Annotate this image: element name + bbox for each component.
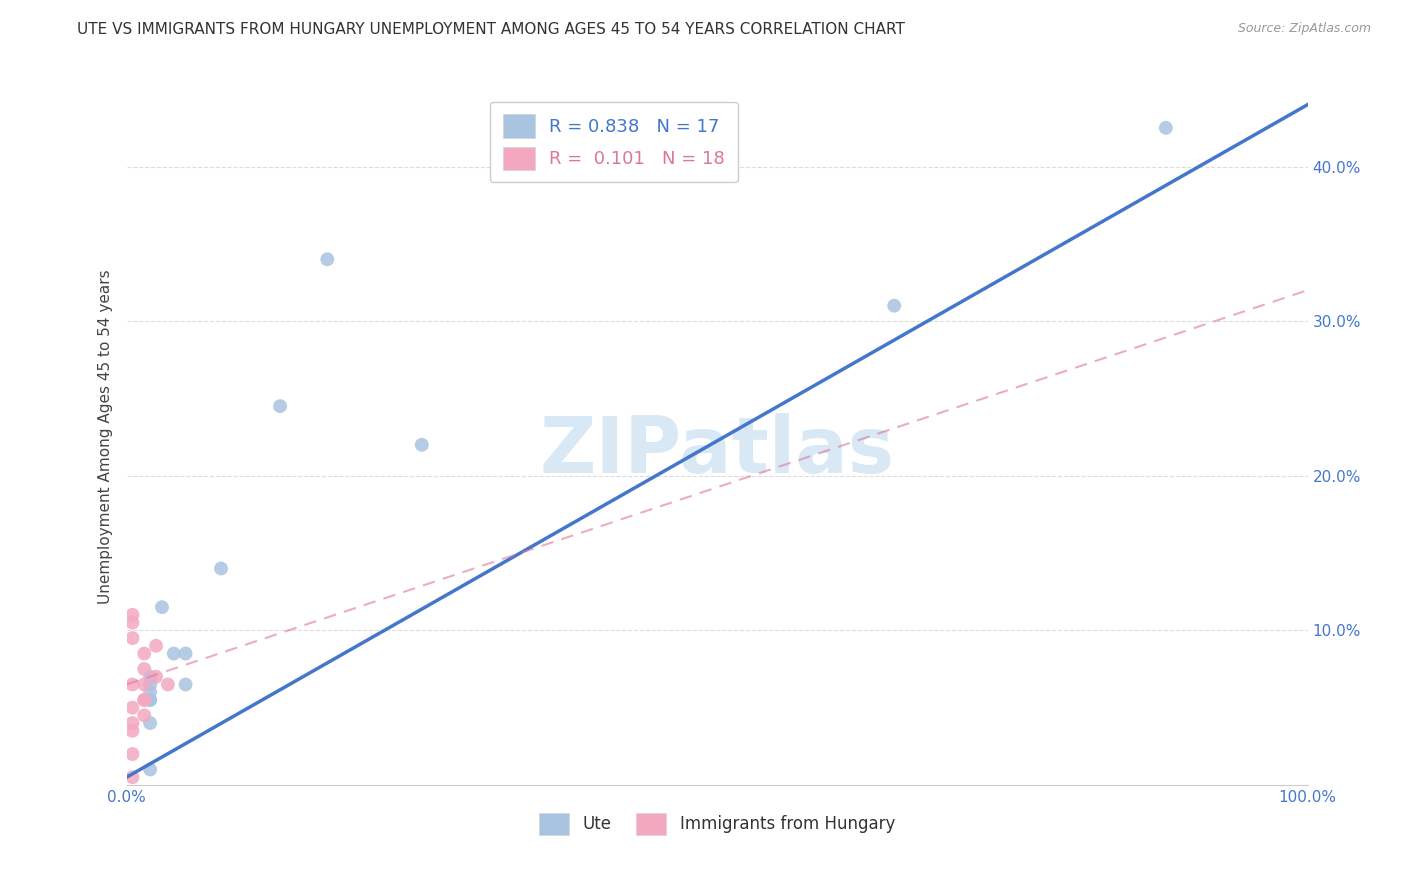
Point bbox=[121, 677, 143, 691]
Point bbox=[134, 693, 156, 707]
Point bbox=[134, 677, 156, 691]
Legend: Ute, Immigrants from Hungary: Ute, Immigrants from Hungary bbox=[527, 801, 907, 847]
Text: UTE VS IMMIGRANTS FROM HUNGARY UNEMPLOYMENT AMONG AGES 45 TO 54 YEARS CORRELATIO: UTE VS IMMIGRANTS FROM HUNGARY UNEMPLOYM… bbox=[77, 22, 905, 37]
Point bbox=[139, 685, 162, 699]
Point bbox=[121, 631, 143, 645]
Point bbox=[139, 763, 162, 777]
Point bbox=[121, 700, 143, 714]
Point bbox=[121, 770, 143, 784]
Point bbox=[163, 647, 186, 661]
Point bbox=[411, 438, 433, 452]
Point bbox=[134, 693, 156, 707]
Point bbox=[121, 607, 143, 622]
Point bbox=[134, 708, 156, 723]
Point bbox=[209, 561, 232, 575]
Y-axis label: Unemployment Among Ages 45 to 54 years: Unemployment Among Ages 45 to 54 years bbox=[97, 269, 112, 605]
Point bbox=[139, 670, 162, 684]
Point bbox=[139, 677, 162, 691]
Point bbox=[316, 252, 339, 267]
Point bbox=[1154, 120, 1177, 135]
Point bbox=[150, 600, 173, 615]
Point bbox=[145, 670, 167, 684]
Point bbox=[174, 647, 197, 661]
Text: Source: ZipAtlas.com: Source: ZipAtlas.com bbox=[1237, 22, 1371, 36]
Point bbox=[134, 647, 156, 661]
Point bbox=[121, 716, 143, 731]
Point bbox=[145, 639, 167, 653]
Point bbox=[139, 693, 162, 707]
Point bbox=[121, 723, 143, 738]
Point bbox=[883, 299, 905, 313]
Point bbox=[174, 677, 197, 691]
Point bbox=[139, 693, 162, 707]
Point bbox=[134, 662, 156, 676]
Point bbox=[269, 399, 291, 413]
Point bbox=[121, 747, 143, 761]
Text: ZIPatlas: ZIPatlas bbox=[540, 413, 894, 489]
Point bbox=[156, 677, 179, 691]
Point bbox=[121, 615, 143, 630]
Point bbox=[139, 716, 162, 731]
